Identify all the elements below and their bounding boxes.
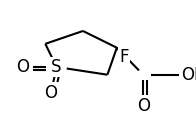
Text: F: F bbox=[120, 48, 129, 66]
Text: OH: OH bbox=[181, 66, 196, 84]
Text: O: O bbox=[44, 84, 57, 102]
Text: O: O bbox=[137, 97, 150, 115]
Text: S: S bbox=[51, 58, 62, 76]
Text: O: O bbox=[16, 58, 29, 76]
